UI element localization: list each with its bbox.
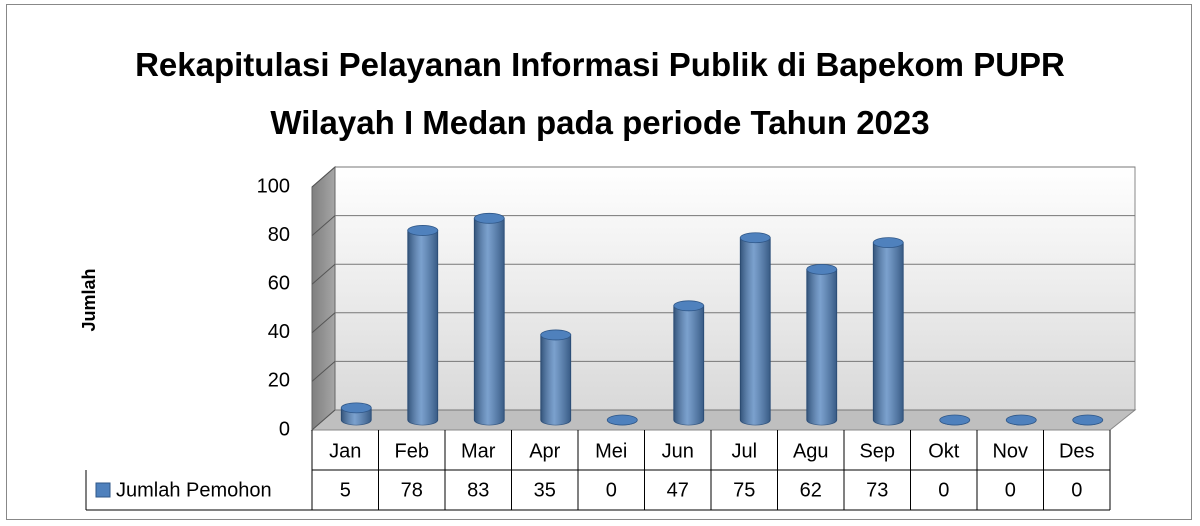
y-tick-label: 100 [257, 175, 290, 197]
grid-line-side [311, 263, 336, 285]
bar-shade [806, 269, 837, 425]
grid-line-side [311, 166, 336, 188]
chart-title: Rekapitulasi Pelayanan Informasi Publik … [135, 46, 1065, 141]
grid-line-side [311, 409, 336, 431]
bar-top [1005, 414, 1037, 426]
table-value: 0 [1005, 479, 1016, 501]
table-value: 73 [866, 479, 888, 501]
x-tick-label: Apr [529, 440, 560, 462]
bar-top [872, 237, 904, 249]
bar-top [340, 402, 372, 414]
table-value: 78 [401, 479, 423, 501]
table-value: 5 [340, 479, 351, 501]
y-tick-label: 40 [268, 321, 290, 343]
bar-top [806, 263, 838, 275]
bar-top [739, 232, 771, 244]
chart-frame [6, 4, 1192, 520]
table-value: 47 [667, 479, 689, 501]
table-value: 75 [733, 479, 755, 501]
y-tick-label: 0 [279, 418, 290, 440]
x-tick-label: Agu [793, 440, 829, 462]
y-tick-label: 80 [268, 224, 290, 246]
table-value: 62 [800, 479, 822, 501]
x-tick-label: Jan [329, 440, 361, 462]
grid-line-side [311, 361, 336, 382]
table-value: 0 [606, 479, 617, 501]
table-value: 0 [938, 479, 949, 501]
table-value: 0 [1071, 479, 1082, 501]
legend-label: Jumlah Pemohon [116, 479, 272, 501]
x-tick-label: Feb [395, 440, 429, 462]
x-tick-label: Sep [859, 440, 895, 462]
bar-top [606, 414, 638, 426]
bar-top [407, 225, 439, 236]
bar [673, 300, 705, 426]
bar [340, 402, 372, 426]
bar-top [1072, 414, 1104, 426]
bar [939, 414, 971, 426]
grid-line-side [311, 215, 336, 236]
bar-shade [540, 334, 571, 425]
bar [473, 212, 505, 426]
bar-shade [407, 230, 438, 425]
bar-shade [873, 242, 904, 425]
bar [1072, 414, 1104, 426]
x-tick-label: Jul [731, 440, 757, 462]
bar-shade [740, 237, 771, 425]
x-tick-label: Des [1059, 440, 1095, 462]
bar [1005, 414, 1037, 426]
y-axis-label: Jumlah [79, 268, 99, 331]
bar [739, 232, 771, 426]
bar-shade [474, 218, 505, 425]
grid-line-side [311, 312, 336, 334]
x-tick-label: Mei [595, 440, 627, 462]
x-tick-label: Jun [662, 440, 694, 462]
x-tick-label: Okt [928, 440, 960, 462]
bar-top [939, 414, 971, 426]
bar-top [473, 212, 505, 224]
bar-shade [673, 305, 704, 425]
y-tick-label: 20 [268, 370, 290, 392]
table-value: 35 [534, 479, 556, 501]
bar [606, 414, 638, 426]
x-tick-label: Mar [461, 440, 496, 462]
table-value: 83 [467, 479, 489, 501]
side-wall [311, 165, 336, 432]
bar-top [540, 329, 572, 341]
bar-top [673, 300, 705, 312]
legend-swatch [95, 482, 111, 498]
bar [540, 329, 572, 426]
bar [407, 225, 439, 426]
x-tick-label: Nov [992, 440, 1028, 462]
back-wall [334, 166, 1136, 411]
bar [806, 263, 838, 426]
bar [872, 237, 904, 426]
y-tick-label: 60 [268, 272, 290, 294]
